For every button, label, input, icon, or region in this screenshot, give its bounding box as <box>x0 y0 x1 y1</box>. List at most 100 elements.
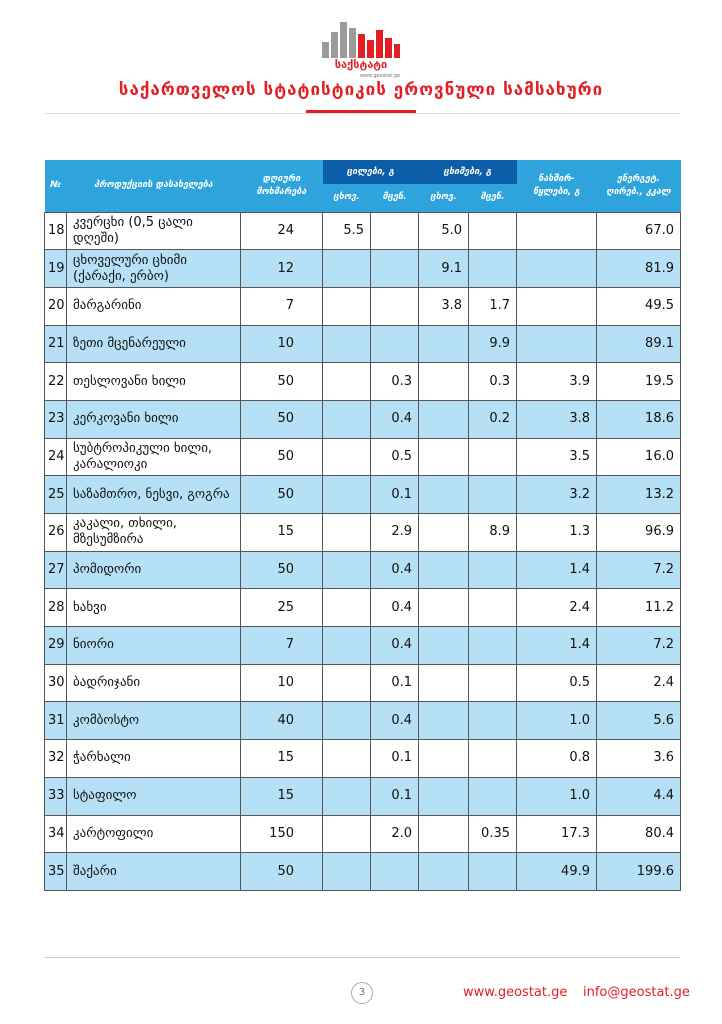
value-cell: 15 <box>240 776 323 816</box>
value-cell: 0.3 <box>468 362 517 401</box>
row-number: 19 <box>44 249 67 288</box>
header-line: ენერგეტ. <box>617 173 660 184</box>
value-cell: 0.1 <box>370 475 419 514</box>
empty-cell <box>468 701 517 741</box>
value-cell: 7 <box>240 286 323 326</box>
email[interactable]: info@geostat.ge <box>583 985 690 1000</box>
table-row: 34 კარტოფილი 150 2.0 0.35 17.3 80.4 <box>44 814 681 854</box>
name-line: ზეთი მცენარეული <box>73 335 186 351</box>
value-cell: 50 <box>240 399 323 439</box>
empty-cell <box>322 663 371 703</box>
name-line: კარტოფილი <box>73 825 154 841</box>
value-cell: 0.2 <box>468 399 517 439</box>
row-number: 18 <box>44 211 67 251</box>
value-cell: 0.1 <box>370 776 419 816</box>
value-cell: 3.6 <box>596 739 681 778</box>
value-cell: 2.0 <box>370 814 419 854</box>
table-row: 32 ჭარხალი 15 0.1 0.8 3.6 <box>44 739 681 778</box>
value-cell: 3.8 <box>516 399 597 439</box>
name-line: ხახვი <box>73 599 107 615</box>
row-number: 27 <box>44 550 67 590</box>
name-line: ბადრიჯანი <box>73 675 141 691</box>
empty-cell <box>418 588 469 628</box>
product-name: კომბოსტო <box>66 701 241 741</box>
value-cell: 50 <box>240 362 323 401</box>
table-row: 28 ხახვი 25 0.4 2.4 11.2 <box>44 588 681 628</box>
empty-cell <box>322 513 371 552</box>
row-number: 32 <box>44 739 67 778</box>
value-cell: 10 <box>240 324 323 364</box>
website[interactable]: www.geostat.ge <box>463 985 568 1000</box>
empty-cell <box>418 475 469 514</box>
table-row: 23 კერკოვანი ხილი 50 0.4 0.2 3.8 18.6 <box>44 399 681 439</box>
name-line: სუბტროპიკული ხილი, <box>73 440 213 456</box>
value-cell: 50 <box>240 550 323 590</box>
value-cell: 0.1 <box>370 663 419 703</box>
product-name: ნიორი <box>66 626 241 665</box>
empty-cell <box>418 437 469 477</box>
empty-cell <box>322 324 371 364</box>
value-cell: 8.9 <box>468 513 517 552</box>
table-row: 33 სტაფილო 15 0.1 1.0 4.4 <box>44 776 681 816</box>
value-cell: 0.4 <box>370 550 419 590</box>
empty-cell <box>322 249 371 288</box>
value-cell: 0.4 <box>370 626 419 665</box>
value-cell: 10 <box>240 663 323 703</box>
value-cell: 1.0 <box>516 776 597 816</box>
header-cell: დღიური მოხმარება <box>240 160 323 212</box>
header-line: დღიური <box>262 173 301 184</box>
product-name: კაკალი, თხილი, მზესუმზირა <box>66 513 241 552</box>
table-row: 27 პომიდორი 50 0.4 1.4 7.2 <box>44 550 681 590</box>
product-name: ხახვი <box>66 588 241 628</box>
empty-cell <box>418 776 469 816</box>
title: საქართველოს სტატისტიკის ეროვნული სამსახუ… <box>118 80 604 100</box>
empty-cell <box>468 776 517 816</box>
header-cell: პროდუქციის დასახელება <box>66 160 241 212</box>
empty-cell <box>370 249 419 288</box>
value-cell: 67.0 <box>596 211 681 251</box>
product-name: ბადრიჯანი <box>66 663 241 703</box>
name-line: საზამთრო, ნესვი, გოგრა <box>73 486 230 502</box>
value-cell: 150 <box>240 814 323 854</box>
value-cell: 81.9 <box>596 249 681 288</box>
value-cell: 13.2 <box>596 475 681 514</box>
empty-cell <box>468 437 517 477</box>
value-cell: 1.3 <box>516 513 597 552</box>
empty-cell <box>468 475 517 514</box>
name-line: კომბოსტო <box>73 712 140 728</box>
row-number: 26 <box>44 513 67 552</box>
table-row: 35 შაქარი 50 49.9 199.6 <box>44 852 681 891</box>
value-cell: 15 <box>240 513 323 552</box>
value-cell: 50 <box>240 852 323 891</box>
name-line: სტაფილო <box>73 788 137 804</box>
empty-cell <box>322 286 371 326</box>
empty-cell <box>468 550 517 590</box>
value-cell: 18.6 <box>596 399 681 439</box>
value-cell: 9.9 <box>468 324 517 364</box>
row-number: 34 <box>44 814 67 854</box>
value-cell: 49.5 <box>596 286 681 326</box>
row-number: 25 <box>44 475 67 514</box>
empty-cell <box>322 701 371 741</box>
value-cell: 0.4 <box>370 588 419 628</box>
empty-cell <box>516 249 597 288</box>
value-cell: 24 <box>240 211 323 251</box>
product-name: სუბტროპიკული ხილი, კარალიოკი <box>66 437 241 477</box>
table-row: 29 ნიორი 7 0.4 1.4 7.2 <box>44 626 681 665</box>
value-cell: 96.9 <box>596 513 681 552</box>
value-cell: 1.4 <box>516 550 597 590</box>
table-row: 24 სუბტროპიკული ხილი, კარალიოკი 50 0.5 3.5 16.… <box>44 437 681 477</box>
row-number: 20 <box>44 286 67 326</box>
value-cell: 7 <box>240 626 323 665</box>
name-line: თესლოვანი ხილი <box>73 373 186 389</box>
title-underline <box>306 110 416 113</box>
name-line: ცხოველური ცხიმი <box>73 252 188 268</box>
table-row: 31 კომბოსტო 40 0.4 1.0 5.6 <box>44 701 681 741</box>
value-cell: 0.35 <box>468 814 517 854</box>
table-row: 21 ზეთი მცენარეული 10 9.9 89.1 <box>44 324 681 364</box>
value-cell: 1.4 <box>516 626 597 665</box>
value-cell: 49.9 <box>516 852 597 891</box>
name-line: (ქარაქი, ერბო) <box>73 268 169 284</box>
value-cell: 2.9 <box>370 513 419 552</box>
empty-cell <box>418 814 469 854</box>
